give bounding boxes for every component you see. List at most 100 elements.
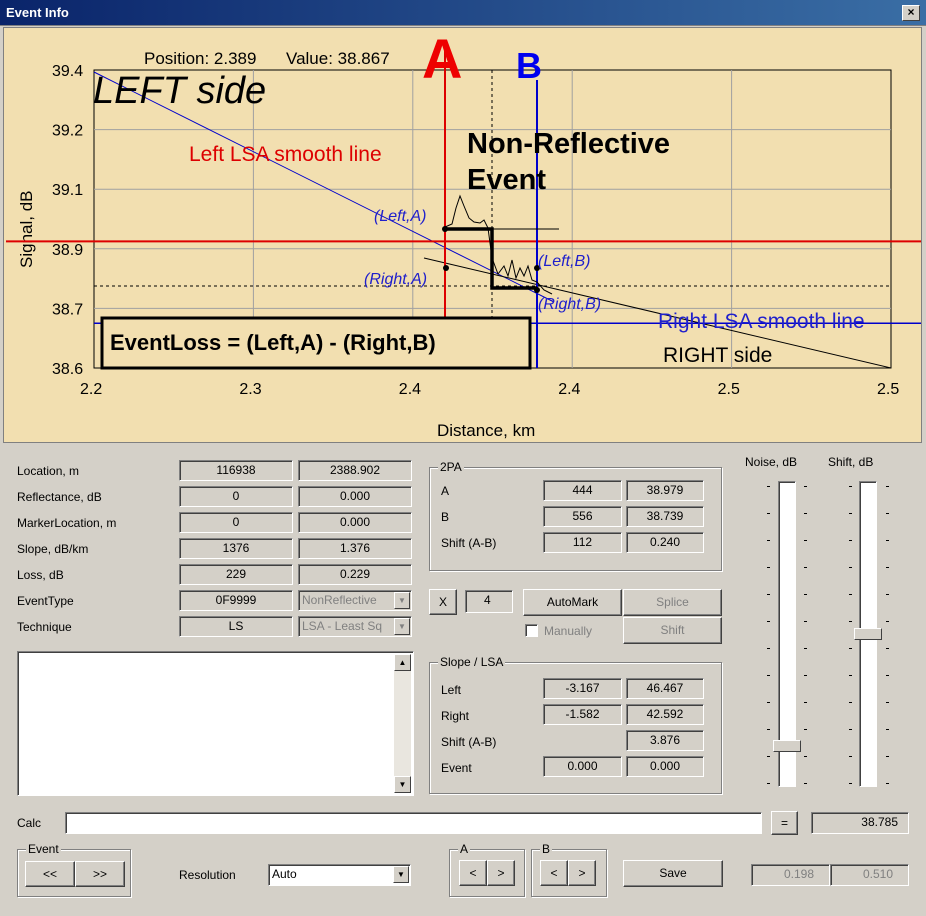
noise-slider-thumb[interactable] xyxy=(773,739,801,752)
slope-value-1: -3.167 xyxy=(543,678,622,699)
slider-tick xyxy=(804,567,807,568)
prev-event-button[interactable]: << xyxy=(25,861,75,887)
marker-a-label: A xyxy=(422,28,462,90)
output-field-1: 0.198 xyxy=(751,864,830,886)
shift-slider-thumb[interactable] xyxy=(854,628,882,640)
next-event-button[interactable]: >> xyxy=(75,861,125,887)
b-left-button[interactable]: < xyxy=(540,860,568,886)
noise-slider-track[interactable] xyxy=(778,481,796,787)
x-tick-label: 2.3 xyxy=(239,381,261,398)
param-value-raw: 0 xyxy=(179,486,293,507)
slope-label: Left xyxy=(441,683,462,697)
slider-tick xyxy=(767,756,770,757)
slider-tick xyxy=(804,594,807,595)
param-value-raw: 229 xyxy=(179,564,293,585)
splice-button[interactable]: Splice xyxy=(623,589,722,616)
slope-label: Shift (A-B) xyxy=(441,735,497,749)
manually-checkbox[interactable] xyxy=(525,624,538,637)
x-tick-labels: 2.2 2.3 2.4 2.4 2.5 2.5 xyxy=(80,381,899,398)
manually-label: Manually xyxy=(544,624,593,638)
resolution-select[interactable]: Auto ▼ xyxy=(268,864,411,886)
notes-scrollbar[interactable]: ▲ ▼ xyxy=(394,654,411,793)
a-nav-title: A xyxy=(458,842,471,856)
slider-tick xyxy=(767,486,770,487)
param-select[interactable]: NonReflective ▼ xyxy=(298,590,412,611)
param-label: Technique xyxy=(17,620,72,634)
twopa-label: Shift (A-B) xyxy=(441,536,497,550)
output-field-2: 0.510 xyxy=(830,864,909,886)
slider-tick xyxy=(767,540,770,541)
twopa-value-1: 556 xyxy=(543,506,622,527)
close-button[interactable]: × xyxy=(902,5,920,21)
a-right-button[interactable]: > xyxy=(487,860,515,886)
slider-tick xyxy=(849,702,852,703)
slider-tick xyxy=(804,783,807,784)
slope-value-2: 3.876 xyxy=(626,730,704,751)
y-tick-label: 38.9 xyxy=(52,242,83,259)
right-lsa-label: Right LSA smooth line xyxy=(658,310,865,333)
chart-panel[interactable]: 39.4 39.2 39.1 38.9 38.7 38.6 2.2 2.3 2.4 2.4 2.5… xyxy=(3,27,922,443)
calc-input[interactable] xyxy=(65,812,762,834)
a-left-button[interactable]: < xyxy=(459,860,487,886)
param-label: Loss, dB xyxy=(17,568,64,582)
slider-tick xyxy=(767,783,770,784)
twopa-group: 2PA xyxy=(429,460,722,571)
event-nav-group: Event xyxy=(17,842,131,897)
param-value-raw: 0 xyxy=(179,512,293,533)
slider-tick xyxy=(804,675,807,676)
formula-box xyxy=(100,316,532,370)
param-value-converted: 1.376 xyxy=(298,538,412,559)
scroll-down-icon[interactable]: ▼ xyxy=(394,776,411,793)
x-tick-label: 2.5 xyxy=(877,381,899,398)
chevron-down-icon[interactable]: ▼ xyxy=(393,866,409,883)
param-value-converted: 2388.902 xyxy=(298,460,412,481)
slope-value-2: 42.592 xyxy=(626,704,704,725)
slider-tick xyxy=(886,783,889,784)
notes-textarea[interactable]: ▲ ▼ xyxy=(17,651,414,796)
slider-tick xyxy=(886,648,889,649)
chevron-down-icon[interactable]: ▼ xyxy=(394,618,410,635)
shift-button[interactable]: Shift xyxy=(623,617,722,644)
x-value-field[interactable]: 4 xyxy=(465,590,513,613)
slider-tick xyxy=(849,486,852,487)
param-value-raw: LS xyxy=(179,616,293,637)
slider-tick xyxy=(849,648,852,649)
slider-tick xyxy=(886,729,889,730)
slider-tick xyxy=(849,540,852,541)
equals-button[interactable]: = xyxy=(771,811,798,835)
scroll-up-icon[interactable]: ▲ xyxy=(394,654,411,671)
slider-tick xyxy=(804,486,807,487)
signal-chart[interactable]: 39.4 39.2 39.1 38.9 38.7 38.6 2.2 2.3 2.4 2.4 2.5… xyxy=(4,28,921,442)
chevron-down-icon[interactable]: ▼ xyxy=(394,592,410,609)
trace-line xyxy=(444,194,553,295)
param-label: MarkerLocation, m xyxy=(17,516,117,530)
slider-tick xyxy=(804,648,807,649)
slider-tick xyxy=(886,594,889,595)
left-b-label: (Left,B) xyxy=(538,253,590,270)
window-titlebar: Event Info × xyxy=(0,0,926,26)
b-right-button[interactable]: > xyxy=(568,860,596,886)
slider-tick xyxy=(767,648,770,649)
slope-lsa-title: Slope / LSA xyxy=(438,655,506,669)
slope-value-1: 0.000 xyxy=(543,756,622,777)
param-select[interactable]: LSA - Least Sq ▼ xyxy=(298,616,412,637)
save-button[interactable]: Save xyxy=(623,860,723,887)
right-b-label: (Right,B) xyxy=(538,296,601,313)
calc-result: 38.785 xyxy=(811,812,909,834)
x-tick-label: 2.4 xyxy=(399,381,421,398)
x-button[interactable]: X xyxy=(429,589,457,615)
slider-tick xyxy=(767,621,770,622)
twopa-value-2: 0.240 xyxy=(626,532,704,553)
twopa-value-1: 444 xyxy=(543,480,622,501)
slider-tick xyxy=(886,756,889,757)
automark-button[interactable]: AutoMark xyxy=(523,589,622,616)
right-a-label: (Right,A) xyxy=(364,271,427,288)
y-tick-labels: 39.4 39.2 39.1 38.9 38.7 38.6 xyxy=(52,63,83,378)
x-tick-label: 2.2 xyxy=(80,381,102,398)
twopa-label: B xyxy=(441,510,450,524)
y-axis-label: Signal, dB xyxy=(17,191,36,269)
slope-value-2: 46.467 xyxy=(626,678,704,699)
slider-tick xyxy=(849,594,852,595)
slider-tick xyxy=(767,675,770,676)
slope-value-1: -1.582 xyxy=(543,704,622,725)
